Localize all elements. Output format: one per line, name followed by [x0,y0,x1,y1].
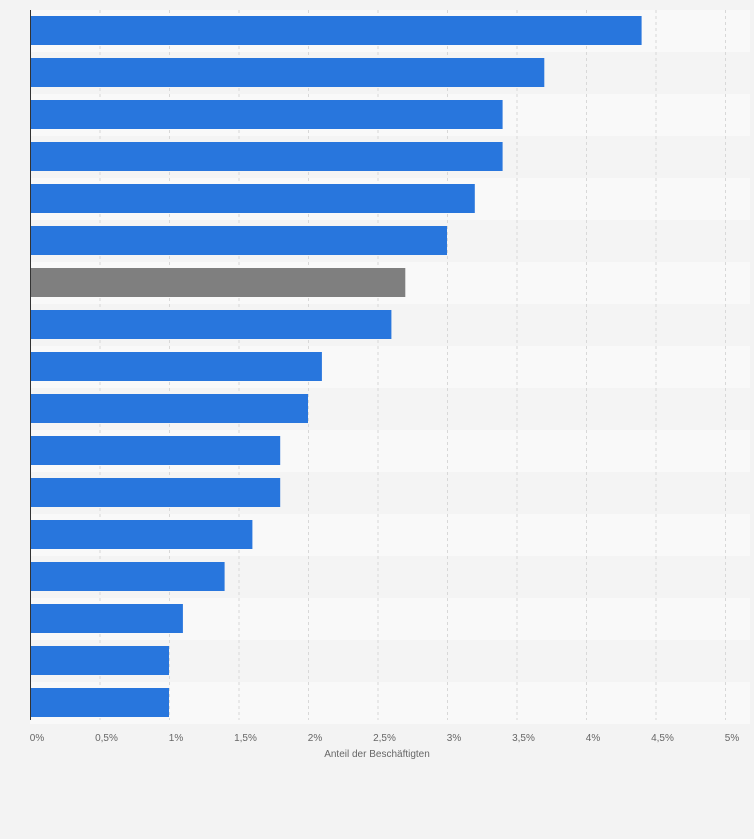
x-tick-label: 1,5% [234,733,257,744]
x-tick-label: 3% [447,733,462,744]
x-tick-label: 2% [308,733,323,744]
x-tick-label: 4% [586,733,601,744]
bar-1[interactable] [30,58,545,87]
bar-11[interactable] [30,478,281,507]
bar-4[interactable] [30,184,475,213]
bar-8[interactable] [30,352,322,381]
x-tick-label: 0,5% [95,733,118,744]
bar-13[interactable] [30,562,225,591]
x-axis-label: Anteil der Beschäftigten [324,749,430,760]
bar-16[interactable] [30,688,169,717]
x-tick-label: 5% [725,733,740,744]
bar-12[interactable] [30,520,253,549]
bar-6[interactable] [30,268,406,297]
bar-7[interactable] [30,310,392,339]
bar-15[interactable] [30,646,169,675]
bar-2[interactable] [30,100,503,129]
x-tick-label: 0% [30,733,45,744]
bar-3[interactable] [30,142,503,171]
x-tick-label: 4,5% [651,733,674,744]
bar-14[interactable] [30,604,183,633]
x-tick-label: 1% [169,733,184,744]
bar-0[interactable] [30,16,642,45]
x-tick-label: 3,5% [512,733,535,744]
bar-9[interactable] [30,394,308,423]
bar-10[interactable] [30,436,281,465]
bar-5[interactable] [30,226,447,255]
x-tick-label: 2,5% [373,733,396,744]
